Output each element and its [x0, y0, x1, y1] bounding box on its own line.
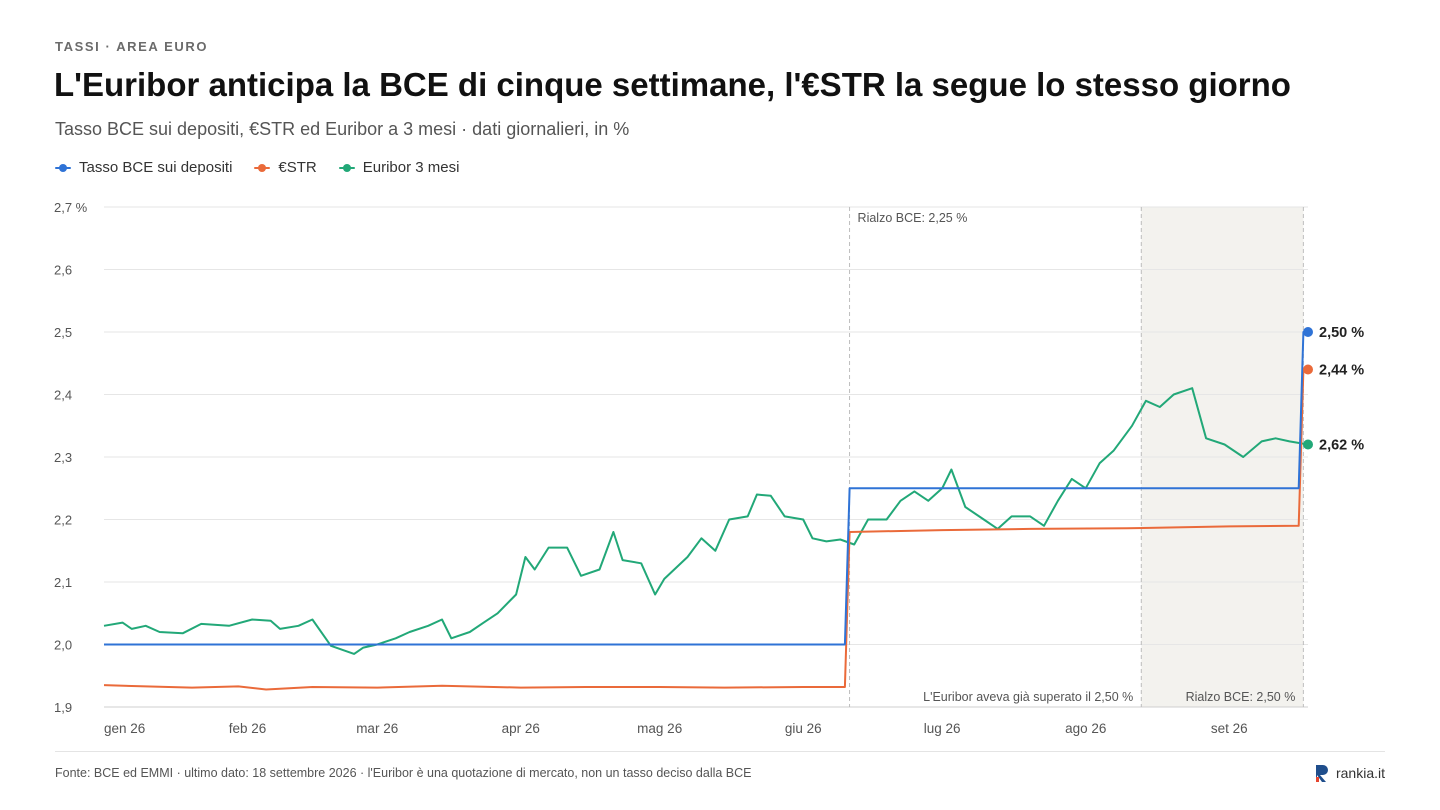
annotation-label: L'Euribor aveva già superato il 2,50 %: [923, 690, 1133, 704]
x-tick-label: lug 26: [924, 721, 961, 736]
x-tick-label: gen 26: [104, 721, 145, 736]
line-chart: 1,9 2,0 2,1 2,2 2,3 2,4 2,5 2,6 2,7 % gen 26 feb 2…: [54, 200, 1364, 736]
kicker: TASSI · AREA EURO: [55, 39, 209, 54]
y-tick-label: 2,3: [54, 450, 72, 465]
y-tick-label: 2,0: [54, 638, 72, 653]
legend-label-bce: Tasso BCE sui depositi: [79, 159, 233, 176]
rankia-logo-icon: [1315, 765, 1328, 782]
legend-item-euribor: Euribor 3 mesi: [338, 159, 460, 176]
x-tick-label: mag 26: [637, 721, 682, 736]
y-tick-label: 1,9: [54, 700, 72, 715]
x-tick-label: feb 26: [229, 721, 267, 736]
series-line: [103, 368, 1308, 691]
legend: Tasso BCE sui depositi €STR Euribor 3 me…: [55, 159, 459, 176]
y-tick-label: 2,7 %: [54, 200, 88, 215]
x-tick-label: ago 26: [1065, 721, 1106, 736]
series-line: [103, 387, 1309, 655]
y-tick-label: 2,2: [54, 513, 72, 528]
legend-item-bce: Tasso BCE sui depositi: [55, 159, 232, 176]
footer-divider: [55, 751, 1385, 752]
y-tick-label: 2,1: [54, 575, 72, 590]
series-end-point: [1303, 364, 1313, 375]
x-tick-label: set 26: [1211, 721, 1248, 736]
legend-swatch-bce: [55, 163, 71, 173]
legend-item-estr: €STR: [254, 159, 317, 176]
legend-swatch-estr: [254, 163, 271, 173]
series-end-point: [1303, 439, 1313, 450]
x-tick-label: apr 26: [502, 721, 540, 736]
annotation-label: Rialzo BCE: 2,25 %: [858, 211, 968, 225]
x-tick-label: giu 26: [785, 721, 822, 736]
legend-label-estr: €STR: [278, 159, 317, 176]
series-end-label: 2,44 %: [1319, 363, 1364, 379]
annotation-label: Rialzo BCE: 2,50 %: [1186, 690, 1296, 704]
series-end-point: [1303, 327, 1313, 337]
source-note: Fonte: BCE ed EMMI · ultimo dato: 18 set…: [55, 766, 752, 780]
chart-subtitle: Tasso BCE sui depositi, €STR ed Euribor …: [55, 119, 630, 139]
chart-title: L'Euribor anticipa la BCE di cinque sett…: [54, 66, 1291, 103]
legend-label-euribor: Euribor 3 mesi: [362, 159, 460, 176]
brand[interactable]: rankia.it: [1314, 763, 1385, 783]
y-tick-label: 2,5: [54, 325, 72, 340]
series-end-label: 2,50 %: [1319, 325, 1364, 341]
x-tick-label: mar 26: [356, 721, 398, 736]
series-line: [104, 331, 1308, 646]
brand-label: rankia.it: [1335, 765, 1385, 781]
y-tick-label: 2,4: [54, 388, 72, 403]
legend-swatch-euribor: [338, 163, 355, 173]
series-end-label: 2,62 %: [1319, 438, 1364, 454]
y-tick-label: 2,6: [54, 263, 72, 278]
